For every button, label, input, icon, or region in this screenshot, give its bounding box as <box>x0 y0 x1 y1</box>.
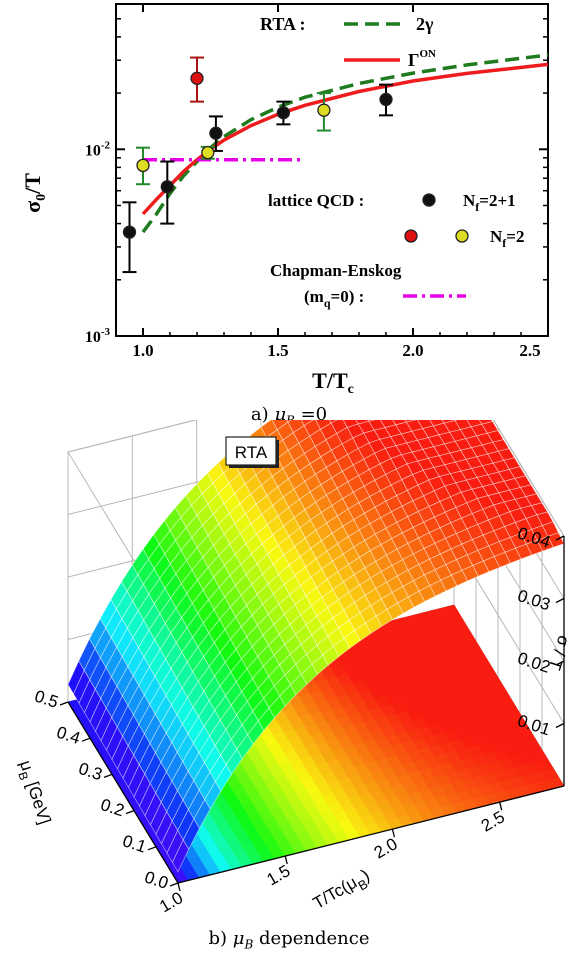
mu-tick-label: 0.0 <box>142 867 170 892</box>
mu-tick-label: 0.1 <box>120 831 148 856</box>
t-tick-mark <box>177 882 181 892</box>
z-axis-label: σ / T <box>545 633 574 672</box>
mu-axis-line <box>67 701 179 884</box>
plot-a-xlabel: T/Tc <box>312 368 354 397</box>
legend-nf21-marker <box>422 193 436 207</box>
z-tick-label: 0.03 <box>515 586 552 614</box>
legend-nf2-red-marker <box>404 229 418 243</box>
mu-tick-mark <box>81 737 91 742</box>
mu-tick-mark <box>169 882 179 887</box>
plot-a-points <box>122 56 393 274</box>
plot-a-ylabel: σ0/T <box>20 173 49 213</box>
t-axis-label: T/Tc(μB) <box>310 866 376 918</box>
z-tick-mark <box>555 660 565 666</box>
mu-tick-mark <box>59 701 69 706</box>
t-tick-mark <box>499 802 503 811</box>
plot-a: 1.0 1.5 2.0 2.5 10-3 10-2 RTA : 2γ ΓON lattice Q… <box>20 3 549 397</box>
legend-nf2-label: Nf=2 <box>490 227 524 250</box>
mu-tick-mark <box>103 773 113 779</box>
mu-tick-mark <box>125 809 135 815</box>
surface-cell <box>172 839 190 873</box>
floor-cell <box>442 604 460 618</box>
t-tick-label: 2.0 <box>371 834 401 862</box>
mu-tick-label: 0.2 <box>98 795 126 820</box>
plot-a-legend: RTA : 2γ ΓON lattice QCD : Nf=2+1 Nf=2 Chapman… <box>260 14 524 310</box>
point-nf21 <box>276 106 291 120</box>
mu-tick-label: 0.3 <box>76 759 104 784</box>
t-tick-label: 1.0 <box>156 888 186 916</box>
x-tick-label: 2.5 <box>519 341 540 360</box>
t-tick-mark <box>284 855 288 865</box>
point-nf2-yellow <box>201 145 215 160</box>
plot-a-axes: 1.0 1.5 2.0 2.5 10-3 10-2 <box>85 3 549 360</box>
point-nf2-yellow <box>317 103 331 117</box>
z-tick-mark <box>555 597 565 604</box>
legend-lattice-label: lattice QCD : <box>268 191 364 210</box>
rta-badge-label: RTA <box>235 443 268 462</box>
z-tick-mark <box>555 722 565 729</box>
legend-gon-label: ΓON <box>408 48 436 70</box>
mu-tick-label: 0.5 <box>32 686 60 711</box>
legend-2gamma-label: 2γ <box>416 14 434 34</box>
y-tick-label: 10-2 <box>85 139 111 159</box>
legend-chapman-line2: (mq=0) : <box>304 287 364 310</box>
mu-axis-label: μB [GeV] <box>12 758 54 828</box>
point-nf2-yellow <box>136 158 150 173</box>
plot-b: 0.0 0.1 0.2 0.3 0.4 0.5 μB [GeV] 1.0 1.5 2.0 2.5 T/… <box>12 420 574 918</box>
y-tick-label: 10-3 <box>85 326 111 346</box>
box-top <box>67 420 565 634</box>
point-nf21 <box>122 225 137 239</box>
legend-chapman-line1: Chapman-Enskog <box>270 261 402 280</box>
legend-rta-label: RTA : <box>260 14 306 34</box>
t-tick-label: 1.5 <box>263 861 293 889</box>
legend-nf21-label: Nf=2+1 <box>463 191 516 214</box>
z-tick-mark <box>555 535 565 541</box>
rta-badge: RTA <box>225 436 279 468</box>
x-tick-label: 1.0 <box>132 341 153 360</box>
t-tick-mark <box>391 828 396 838</box>
legend-nf2-yellow-marker <box>455 229 469 243</box>
x-tick-label: 1.5 <box>267 341 288 360</box>
t-tick-label: 2.5 <box>478 807 508 835</box>
point-nf21 <box>379 92 393 107</box>
point-nf21 <box>160 180 174 194</box>
mu-tick-label: 0.4 <box>54 723 82 748</box>
plot-b-surface <box>67 420 565 884</box>
point-nf21 <box>209 126 223 140</box>
mu-tick-mark <box>147 846 157 851</box>
x-tick-label: 2.0 <box>402 341 423 360</box>
caption-b: b) μB dependence <box>208 928 370 952</box>
point-nf2-red <box>190 71 204 85</box>
